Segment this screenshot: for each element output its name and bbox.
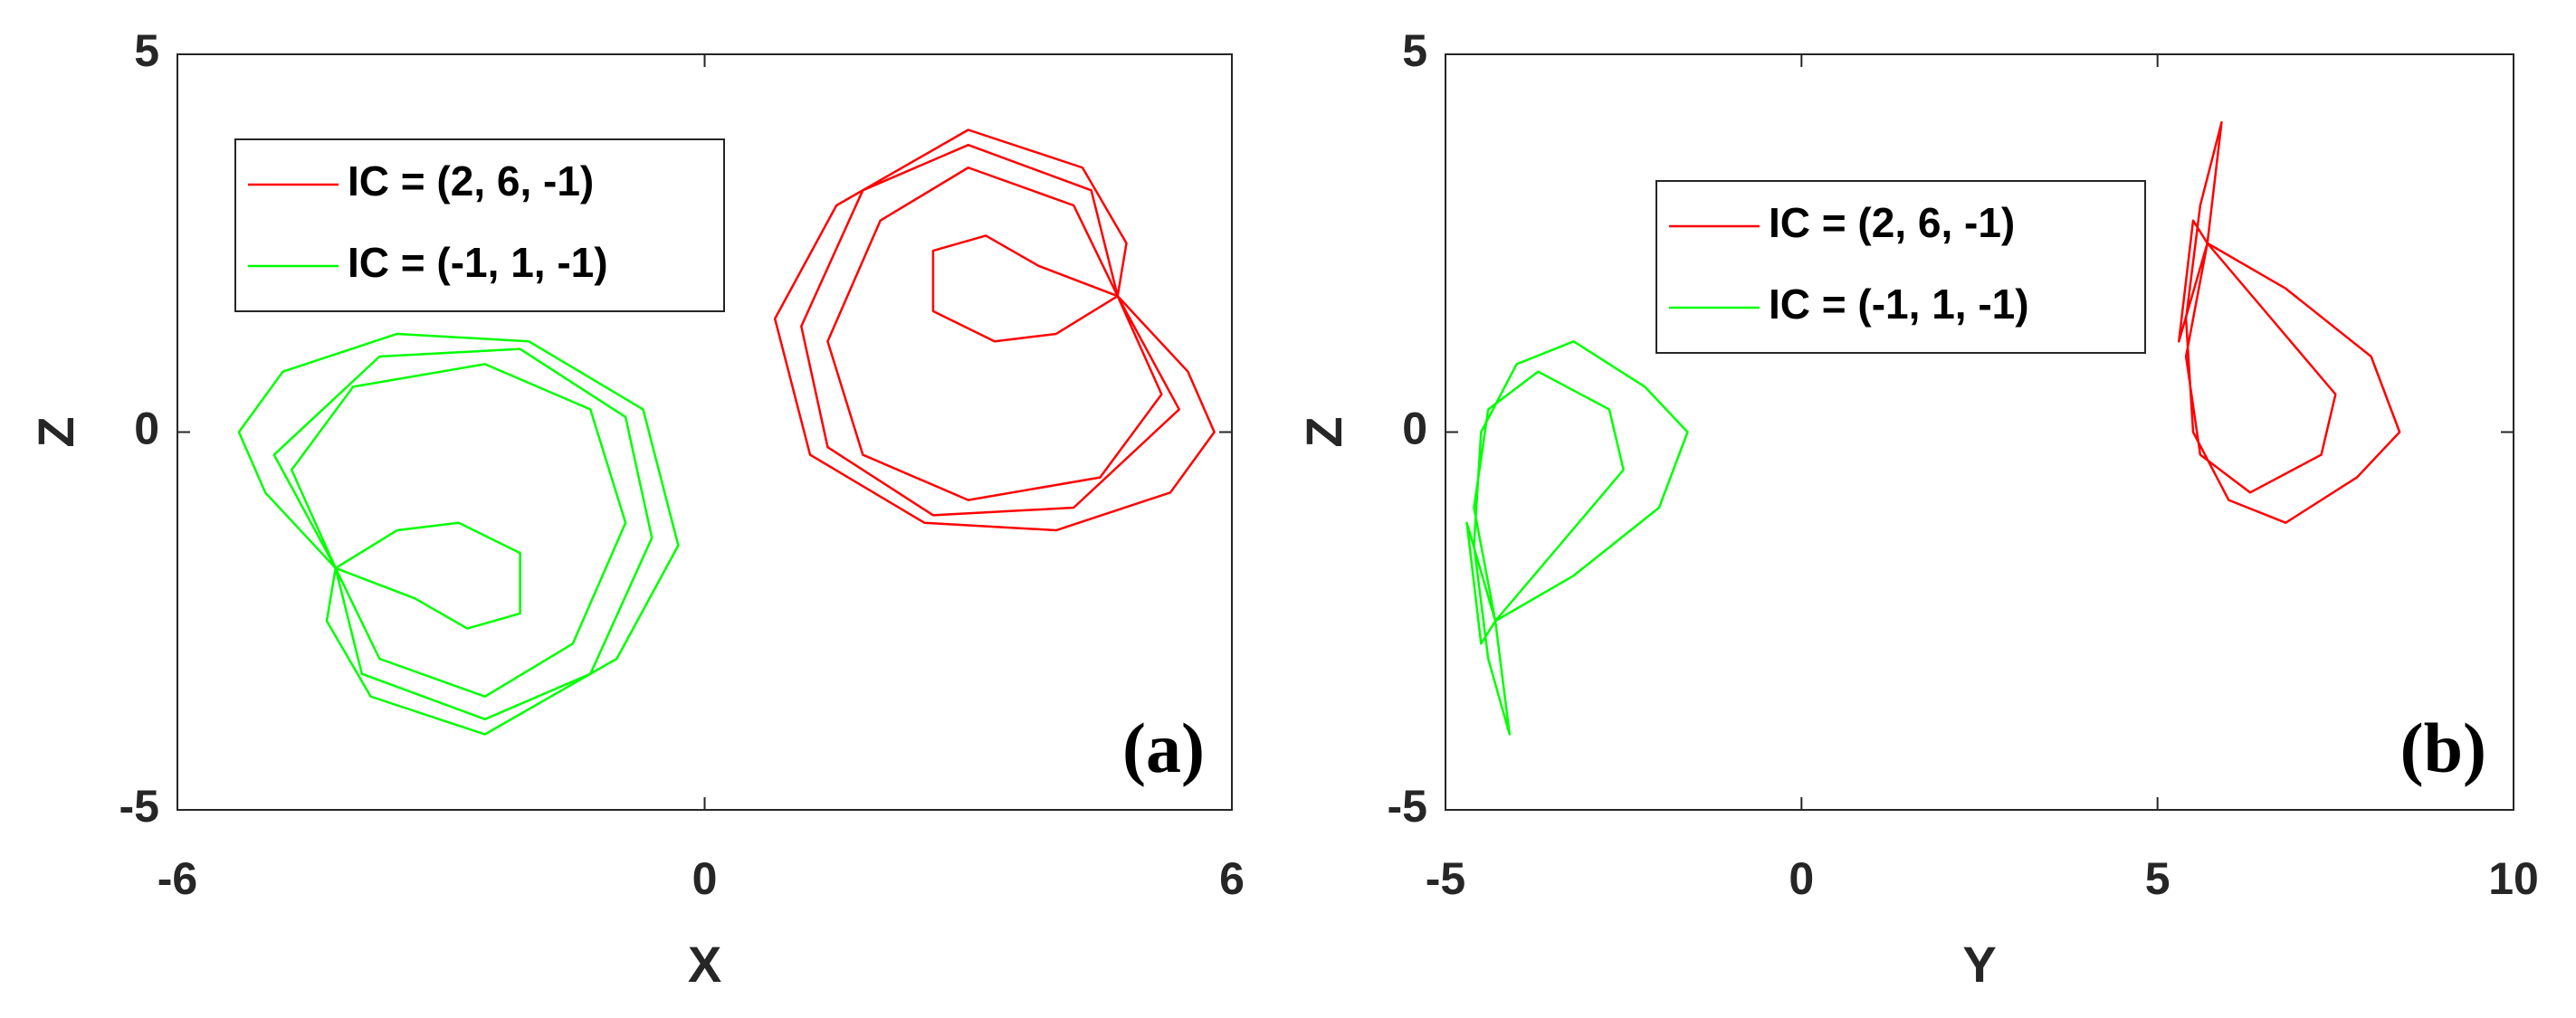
legend: IC = (2, 6, -1) IC = (-1, 1, -1) (1655, 180, 2146, 354)
x-tick-label: 0 (692, 853, 718, 904)
x-tick-label: 6 (1219, 853, 1245, 904)
legend-label: IC = (-1, 1, -1) (348, 239, 608, 286)
trajectory (773, 128, 1216, 532)
x-axis-label: X (688, 936, 721, 993)
y-tick-label: -5 (1388, 781, 1427, 832)
legend-box (1655, 180, 2146, 354)
y-tick-label: 0 (1402, 404, 1427, 454)
x-tick-label: 5 (2145, 853, 2171, 904)
plot-area (1445, 54, 2514, 810)
y-tick-label: 5 (134, 25, 159, 76)
legend-box (234, 138, 725, 312)
panel-label: (b) (2400, 709, 2486, 787)
panel: -6 0 6 -5 0 5 X Z (a) IC = (2, 6, -1) IC = (-1, 1,… (27, 25, 1245, 993)
panel-label: (a) (1122, 709, 1205, 787)
legend: IC = (2, 6, -1) IC = (-1, 1, -1) (234, 138, 725, 312)
y-tick-label: -5 (119, 781, 159, 832)
legend-label: IC = (2, 6, -1) (348, 157, 594, 205)
x-tick-label: -6 (157, 853, 197, 904)
panel: -5 0 5 10 -5 0 5 Y Z (b) IC = (2, 6, -1) IC = (-1, … (1295, 25, 2539, 993)
x-tick-label: -5 (1426, 853, 1465, 904)
x-tick-label: 10 (2488, 853, 2539, 904)
legend-label: IC = (2, 6, -1) (1769, 199, 2015, 246)
legend-label: IC = (-1, 1, -1) (1769, 281, 2029, 328)
trajectory (237, 332, 680, 736)
trajectory (1465, 340, 1689, 736)
y-axis-label: Z (1295, 416, 1352, 447)
y-tick-label: 5 (1402, 25, 1427, 76)
x-tick-label: 0 (1789, 853, 1814, 904)
y-axis-label: Z (27, 416, 84, 447)
x-axis-label: Y (1962, 936, 1996, 993)
trajectory (2178, 120, 2401, 524)
y-tick-label: 0 (134, 404, 159, 454)
